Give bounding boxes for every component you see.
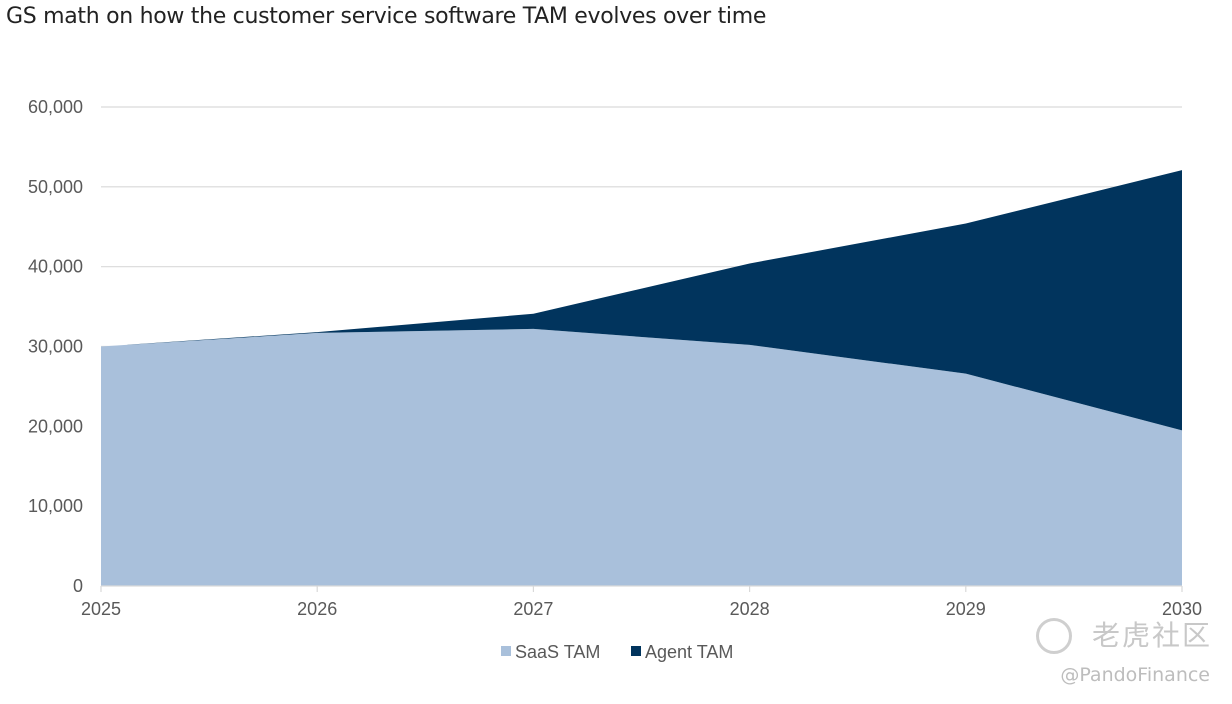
legend-label: Agent TAM	[645, 642, 733, 662]
legend-label: SaaS TAM	[515, 642, 600, 662]
y-tick-label: 30,000	[28, 337, 83, 357]
area-saas-tam	[101, 328, 1182, 586]
y-tick-label: 50,000	[28, 177, 83, 197]
x-tick-label: 2027	[513, 599, 553, 619]
y-tick-label: 20,000	[28, 416, 83, 436]
watermark-handle: @PandoFinance	[1060, 664, 1210, 686]
x-tick-label: 2025	[81, 599, 121, 619]
x-tick-label: 2030	[1162, 599, 1202, 619]
y-tick-label: 60,000	[28, 97, 83, 117]
x-tick-label: 2028	[730, 599, 770, 619]
tiger-logo-icon	[1036, 618, 1072, 654]
y-tick-label: 40,000	[28, 257, 83, 277]
legend-swatch-agent-tam	[631, 646, 641, 656]
y-tick-label: 10,000	[28, 496, 83, 516]
x-tick-label: 2026	[297, 599, 337, 619]
x-tick-label: 2029	[946, 599, 986, 619]
y-tick-label: 0	[73, 576, 83, 596]
axes: 0 10,000 20,000 30,000 40,000 50,000 60,000 202…	[28, 97, 1202, 619]
area-agent-tam	[101, 170, 1182, 431]
chart-title: GS math on how the customer service soft…	[6, 4, 767, 29]
legend-swatch-saas-tam	[501, 646, 511, 656]
legend: SaaS TAM Agent TAM	[501, 642, 733, 662]
watermark-text: 老虎社区	[1091, 619, 1212, 652]
areas	[101, 170, 1182, 586]
